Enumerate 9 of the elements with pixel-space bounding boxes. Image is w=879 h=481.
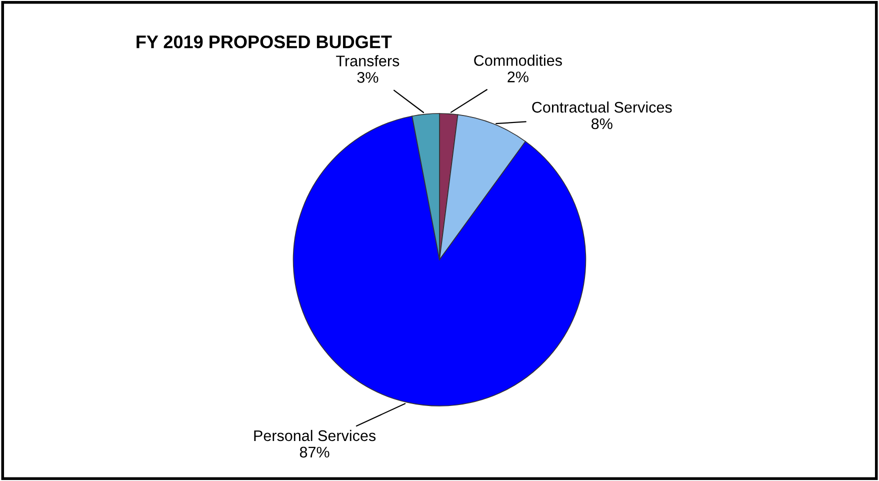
data-label: 2% xyxy=(508,72,528,82)
slice-label: Personal Services xyxy=(254,430,376,442)
slice-label: Contractual Services xyxy=(532,101,672,113)
chart-title: FY 2019 PROPOSED BUDGET xyxy=(136,35,392,48)
slice-label: Transfers xyxy=(336,55,400,66)
data-label: 87% xyxy=(300,446,330,458)
data-label: 8% xyxy=(592,118,612,130)
data-label: 3% xyxy=(357,72,378,83)
slice-label: Commodities xyxy=(474,54,562,66)
